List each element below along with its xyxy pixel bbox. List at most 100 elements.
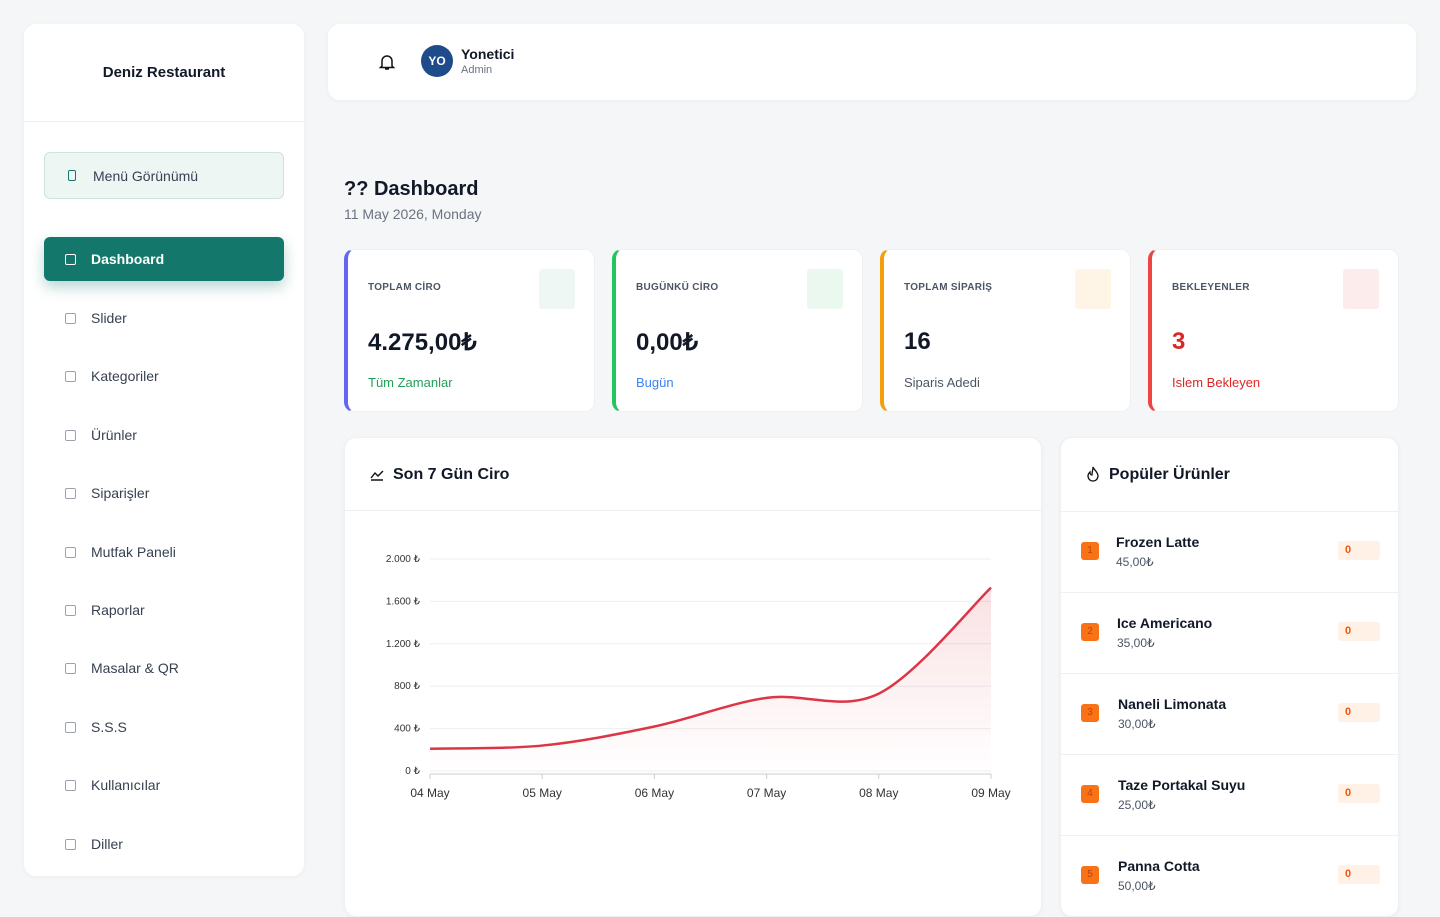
sales-badge: 0 [1338,541,1380,560]
x-tick-label: 07 May [747,786,786,800]
menu-view-button[interactable]: Menü Görünümü [44,152,284,199]
nav-icon [65,780,76,792]
y-tick-label: 2.000 ₺ [386,554,421,565]
stat-note: Tüm Zamanlar [368,375,453,390]
row-divider [1061,511,1398,512]
popular-title: Popüler Ürünler [1109,466,1230,483]
nav-icon [65,429,76,441]
popular-card: Popüler Ürünler 1 Frozen Latte 45,00₺ 0 2 Ice… [1060,437,1399,917]
nav-item[interactable]: Masalar & QR [44,646,284,690]
stat-value: 16 [904,328,931,355]
nav-label: Ürünler [91,426,137,443]
nav-icon [65,254,76,265]
avatar: YO [421,45,453,77]
x-tick-label: 08 May [859,786,898,800]
nav-label: Kategoriler [91,368,159,385]
x-tick-label: 09 May [971,786,1010,800]
product-price: 50,00₺ [1118,879,1156,893]
nav-icon [65,371,76,383]
stat-icon [1075,269,1111,309]
nav-label: Kullanıcılar [91,777,161,794]
nav-label: Slider [91,310,127,326]
row-divider [1061,754,1398,755]
stat-icon [807,269,843,309]
menu-view-label: Menü Görünümü [93,168,199,184]
y-tick-label: 0 ₺ [405,766,420,777]
nav-label: Dashboard [91,251,165,267]
line-chart: 0 ₺ 400 ₺ 800 ₺ 1.200 ₺ 1.600 ₺ 2.000 ₺ 04 May… [386,554,1011,800]
chart-icon [370,470,384,481]
sales-badge: 0 [1338,784,1380,803]
stat-label: TOPLAM CİRO [368,282,442,293]
nav-label: S.S.S [91,718,127,735]
nav-icon [65,605,76,616]
y-tick-label: 400 ₺ [394,724,420,735]
brand: Deniz Restaurant [102,64,226,81]
nav-label: Diller [91,835,123,852]
product-name: Naneli Limonata [1118,696,1227,712]
stat-value: 0,00₺ [636,329,698,356]
stat-value: 3 [1172,328,1186,355]
stat-label: TOPLAM SİPARİŞ [904,282,993,293]
rank-badge: 1 [1081,542,1099,560]
product-name: Ice Americano [1117,615,1213,631]
stat-card: BUGÜNKÜ CİRO 0,00₺ Bugün [612,249,863,412]
rank-badge: 5 [1081,866,1099,884]
y-tick-label: 1.600 ₺ [386,596,421,607]
nav-item[interactable]: Diller [44,822,284,866]
sidebar: Deniz Restaurant Menü Görünümü Dashboard… [24,24,304,876]
sales-badge: 0 [1338,703,1380,722]
nav-item[interactable]: Raporlar [44,588,284,632]
stat-note: Siparis Adedi [904,375,980,390]
bell-icon[interactable] [378,53,396,71]
nav-icon [65,838,76,850]
product-name: Frozen Latte [1116,534,1200,550]
product-name: Panna Cotta [1118,858,1200,874]
sales-badge: 0 [1338,622,1380,641]
stat-card: TOPLAM SİPARİŞ 16 Siparis Adedi [880,249,1131,412]
product-price: 45,00₺ [1116,555,1154,569]
row-divider [1061,592,1398,593]
nav-item[interactable]: Dashboard [44,237,284,281]
x-tick-label: 05 May [523,786,562,800]
line-series [429,586,992,750]
nav-label: Raporlar [91,602,145,618]
rank-badge: 3 [1081,704,1099,722]
stat-icon [539,269,575,309]
sales-badge: 0 [1338,865,1380,884]
stat-label: BUGÜNKÜ CİRO [636,282,719,293]
stat-label: BEKLEYENLER [1172,282,1250,293]
row-divider [1061,673,1398,674]
nav-item[interactable]: Siparişler [44,471,284,515]
nav-item[interactable]: Mutfak Paneli [44,530,284,574]
nav-item[interactable]: Kategoriler [44,354,284,398]
nav-icon [65,488,76,500]
icon [68,170,76,181]
stat-card: BEKLEYENLER 3 Islem Bekleyen [1148,249,1399,412]
stat-icon [1343,269,1379,309]
chart-card: Son 7 Gün Ciro 0 ₺ 400 ₺ 800 ₺ 1.200 ₺ 1.600… [344,437,1042,917]
user-role: Admin [461,64,493,76]
stat-card: TOPLAM CİRO 4.275,00₺ Tüm Zamanlar [344,249,595,412]
nav-icon [65,546,76,558]
nav-label: Masalar & QR [91,660,179,677]
stat-note: Islem Bekleyen [1172,375,1261,390]
nav-item[interactable]: Slider [44,296,284,340]
x-tick-label: 06 May [635,786,674,800]
product-price: 35,00₺ [1117,636,1155,650]
nav-icon [65,313,76,324]
y-tick-label: 800 ₺ [394,681,420,692]
nav-item[interactable]: S.S.S [44,705,284,749]
header: YO Yonetici Admin [328,24,1416,100]
nav-item[interactable]: Ürünler [44,413,284,457]
line-area [430,587,991,771]
nav-icon [65,721,76,733]
product-price: 25,00₺ [1118,798,1156,812]
stat-value: 4.275,00₺ [368,329,477,356]
page-date: 11 May 2026, Monday [344,206,482,222]
page-title: ?? Dashboard [344,178,479,200]
product-price: 30,00₺ [1118,717,1156,731]
nav-item[interactable]: Kullanıcılar [44,763,284,807]
chart-title: Son 7 Gün Ciro [393,466,510,483]
